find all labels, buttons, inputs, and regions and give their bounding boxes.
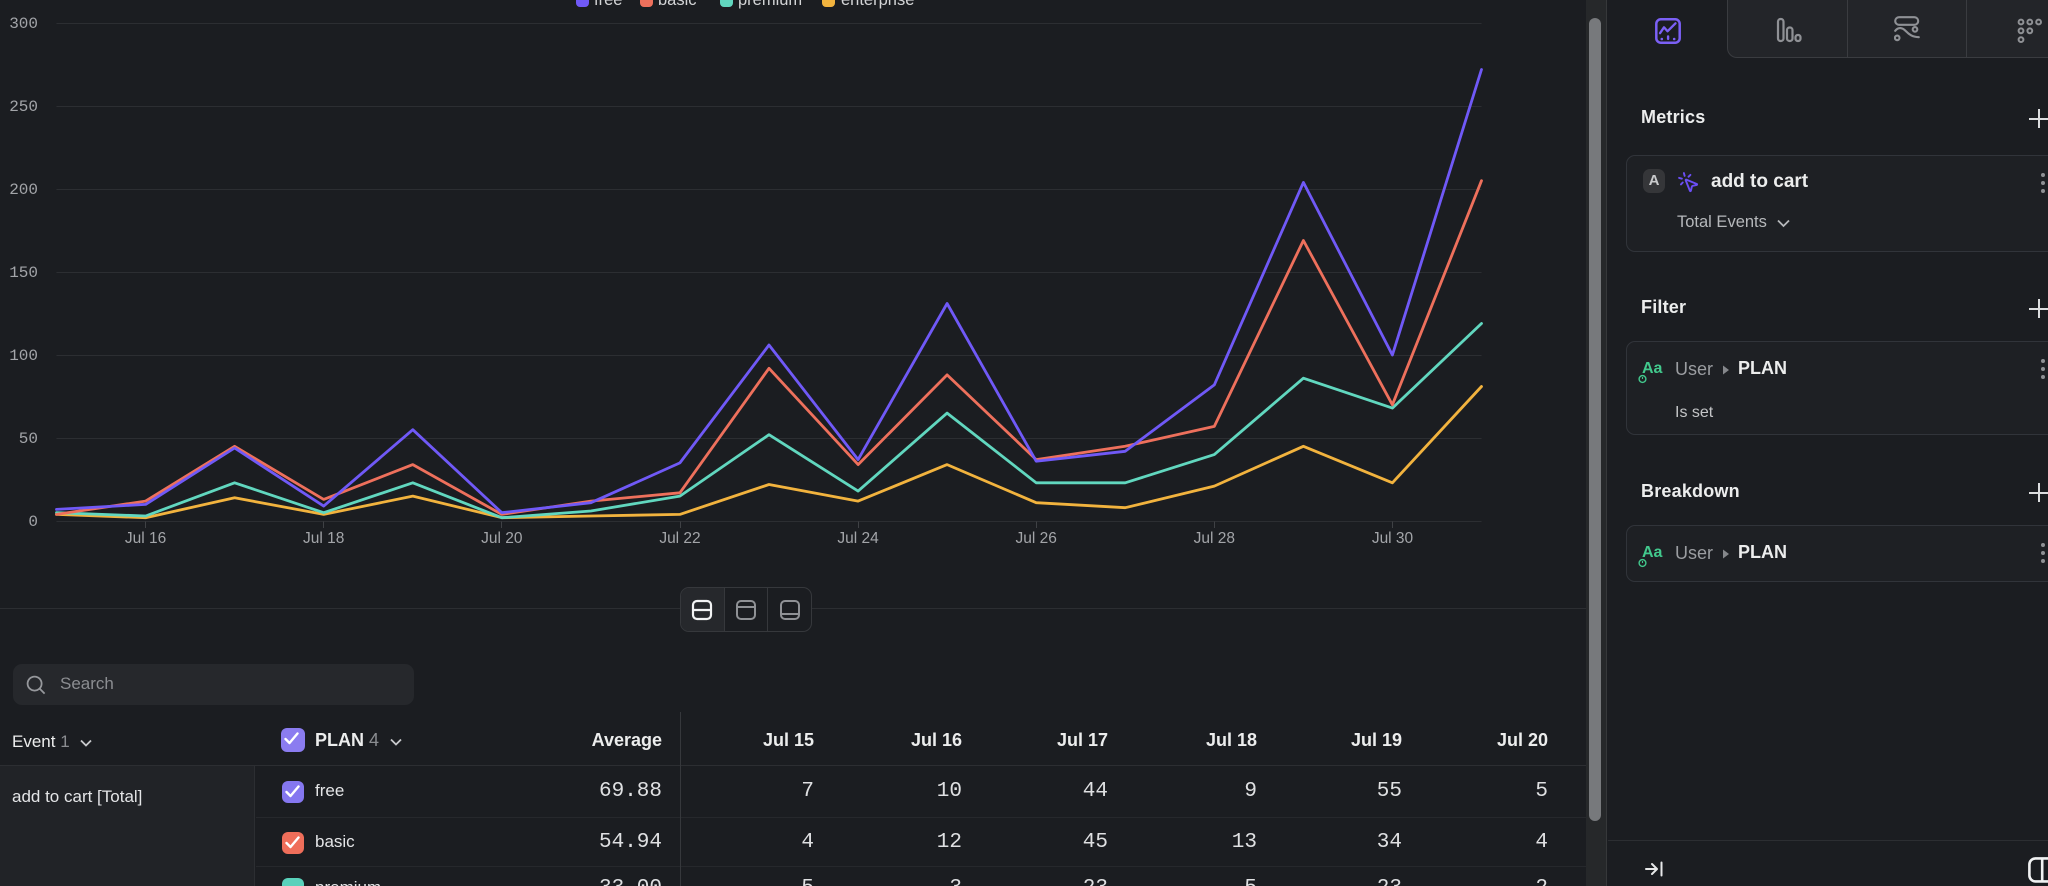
svg-text:Jul 28: Jul 28	[1194, 530, 1235, 547]
svg-text:50: 50	[19, 430, 38, 448]
svg-text:Jul 20: Jul 20	[481, 530, 523, 547]
svg-text:Jul 16: Jul 16	[125, 530, 166, 547]
svg-text:Jul 26: Jul 26	[1016, 530, 1057, 547]
svg-text:250: 250	[9, 98, 38, 116]
svg-text:Jul 24: Jul 24	[837, 530, 879, 547]
svg-text:150: 150	[9, 264, 38, 282]
svg-text:Jul 30: Jul 30	[1372, 530, 1414, 547]
svg-text:200: 200	[9, 181, 38, 199]
svg-text:300: 300	[9, 15, 38, 33]
svg-text:Jul 22: Jul 22	[659, 530, 700, 547]
svg-text:0: 0	[28, 513, 38, 531]
svg-text:Jul 18: Jul 18	[303, 530, 344, 547]
svg-text:100: 100	[9, 347, 38, 365]
